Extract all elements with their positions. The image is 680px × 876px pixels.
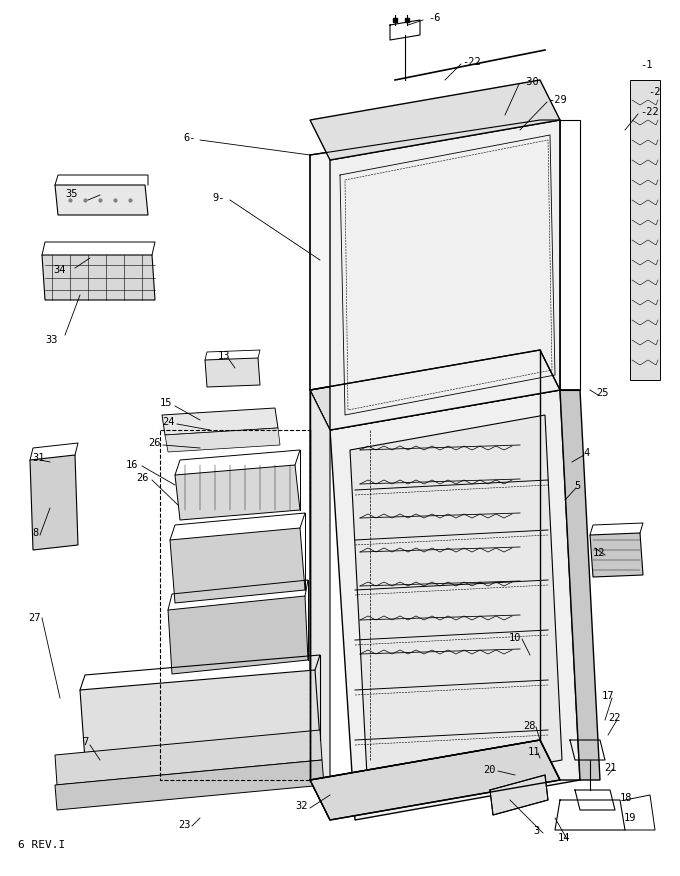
Text: -22: -22	[462, 57, 481, 67]
Polygon shape	[162, 408, 278, 435]
Polygon shape	[310, 120, 540, 390]
Text: 10: 10	[509, 633, 522, 643]
Text: 13: 13	[218, 351, 231, 361]
Text: 7: 7	[82, 737, 88, 747]
Polygon shape	[310, 350, 560, 430]
Text: 9-: 9-	[212, 193, 225, 203]
Polygon shape	[168, 596, 308, 674]
Text: 31: 31	[32, 453, 44, 463]
Text: 33: 33	[45, 335, 58, 345]
Text: 6 REV.I: 6 REV.I	[18, 840, 65, 850]
Text: 26: 26	[148, 438, 160, 448]
Text: 35: 35	[65, 189, 78, 199]
Text: 23: 23	[178, 820, 190, 830]
Polygon shape	[205, 358, 260, 387]
Polygon shape	[310, 740, 560, 820]
Polygon shape	[80, 670, 320, 760]
Text: 18: 18	[620, 793, 632, 803]
Text: 20: 20	[483, 765, 496, 775]
Polygon shape	[165, 428, 280, 452]
Polygon shape	[30, 455, 78, 550]
Text: -6: -6	[428, 13, 441, 23]
Text: 14: 14	[558, 833, 571, 843]
Polygon shape	[540, 120, 560, 390]
Text: 28: 28	[523, 721, 536, 731]
Text: 3: 3	[533, 826, 539, 836]
Text: 26: 26	[136, 473, 148, 483]
Polygon shape	[55, 185, 148, 215]
Text: 17: 17	[602, 691, 615, 701]
Polygon shape	[350, 415, 562, 795]
Text: 8: 8	[32, 528, 38, 538]
Polygon shape	[310, 390, 330, 820]
Polygon shape	[42, 255, 155, 300]
Polygon shape	[55, 730, 322, 785]
Polygon shape	[630, 80, 660, 380]
Text: 34: 34	[53, 265, 65, 275]
Text: -29: -29	[548, 95, 566, 105]
Text: 16: 16	[126, 460, 139, 470]
Text: 27: 27	[28, 613, 41, 623]
Text: 12: 12	[593, 548, 605, 558]
Polygon shape	[55, 760, 324, 810]
Text: 5: 5	[574, 481, 580, 491]
Text: 11: 11	[528, 747, 541, 757]
Polygon shape	[330, 120, 560, 430]
Text: -22: -22	[640, 107, 659, 117]
Polygon shape	[490, 775, 548, 815]
Polygon shape	[590, 533, 643, 577]
Polygon shape	[175, 465, 300, 520]
Text: 21: 21	[604, 763, 617, 773]
Text: -2: -2	[648, 87, 660, 97]
Text: 19: 19	[624, 813, 636, 823]
Text: 24: 24	[162, 417, 175, 427]
Text: 15: 15	[160, 398, 173, 408]
Text: 25: 25	[596, 388, 609, 398]
Text: 6-: 6-	[184, 133, 196, 143]
Text: -30: -30	[520, 77, 539, 87]
Polygon shape	[560, 390, 600, 780]
Polygon shape	[330, 390, 580, 820]
Text: 32: 32	[295, 801, 307, 811]
Text: 22: 22	[608, 713, 620, 723]
Text: 4: 4	[583, 448, 590, 458]
Polygon shape	[310, 80, 560, 160]
Text: -1: -1	[640, 60, 653, 70]
Polygon shape	[170, 528, 305, 603]
